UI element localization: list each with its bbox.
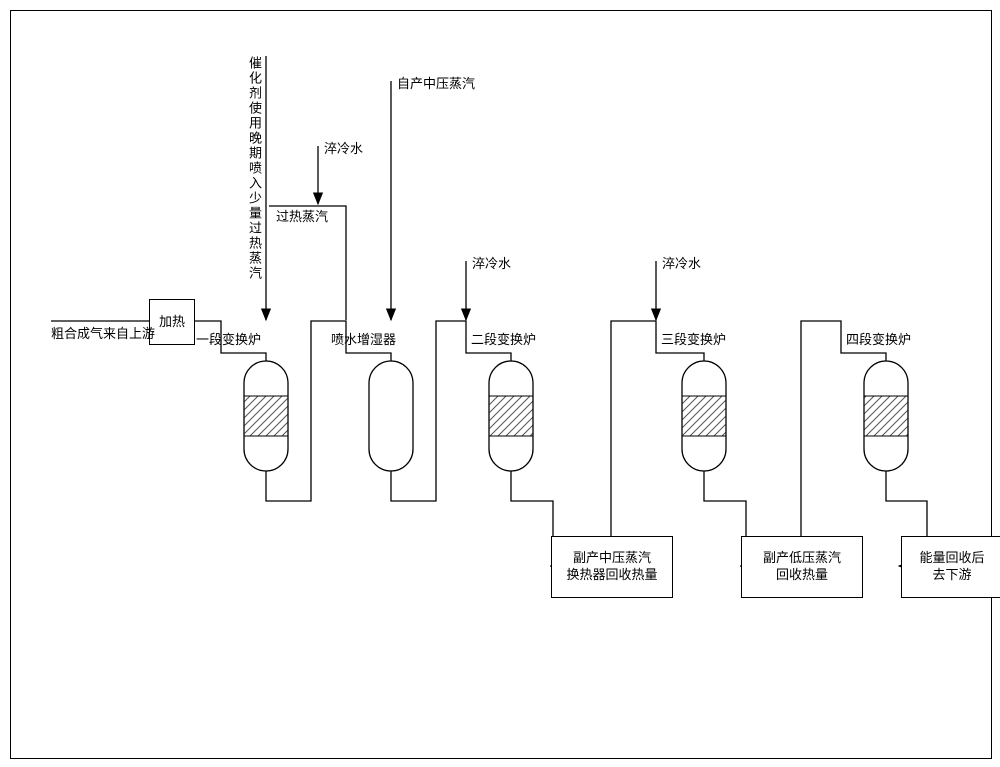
mp-steam-recovery-box: 副产中压蒸汽 换热器回收热量: [551, 536, 673, 598]
heater-label: 加热: [159, 314, 185, 331]
stage1-reactor-label: 一段变换炉: [196, 333, 261, 347]
lp-steam-recovery-text: 副产低压蒸汽 回收热量: [763, 550, 841, 584]
lp-steam-recovery-box: 副产低压蒸汽 回收热量: [741, 536, 863, 598]
cooling-water-label-1: 淬冷水: [324, 142, 363, 156]
downstream-box: 能量回收后 去下游: [901, 536, 1000, 598]
late-catalyst-steam-label: 催化剂使用晚期喷入少量过热蒸汽: [248, 56, 261, 311]
cooling-water-label-3: 淬冷水: [662, 257, 701, 271]
cooling-water-label-2: 淬冷水: [472, 257, 511, 271]
scrubber-label: 喷水增湿器: [331, 333, 396, 347]
flow-diagram-svg: [11, 11, 991, 758]
stage2-reactor-label: 二段变换炉: [471, 333, 536, 347]
mp-steam-recovery-text: 副产中压蒸汽 换热器回收热量: [566, 550, 657, 584]
stage3-reactor-label: 三段变换炉: [661, 333, 726, 347]
self-mp-steam-label: 自产中压蒸汽: [397, 77, 475, 91]
heater-box: 加热: [149, 299, 195, 345]
superheated-steam-label: 过热蒸汽: [276, 210, 328, 224]
diagram-frame: 加热 粗合成气来自上游 催化剂使用晚期喷入少量过热蒸汽 淬冷水 过热蒸汽 自产中…: [10, 10, 992, 759]
downstream-text: 能量回收后 去下游: [919, 550, 984, 584]
input-stream-label: 粗合成气来自上游: [51, 327, 155, 341]
stage4-reactor-label: 四段变换炉: [846, 333, 911, 347]
